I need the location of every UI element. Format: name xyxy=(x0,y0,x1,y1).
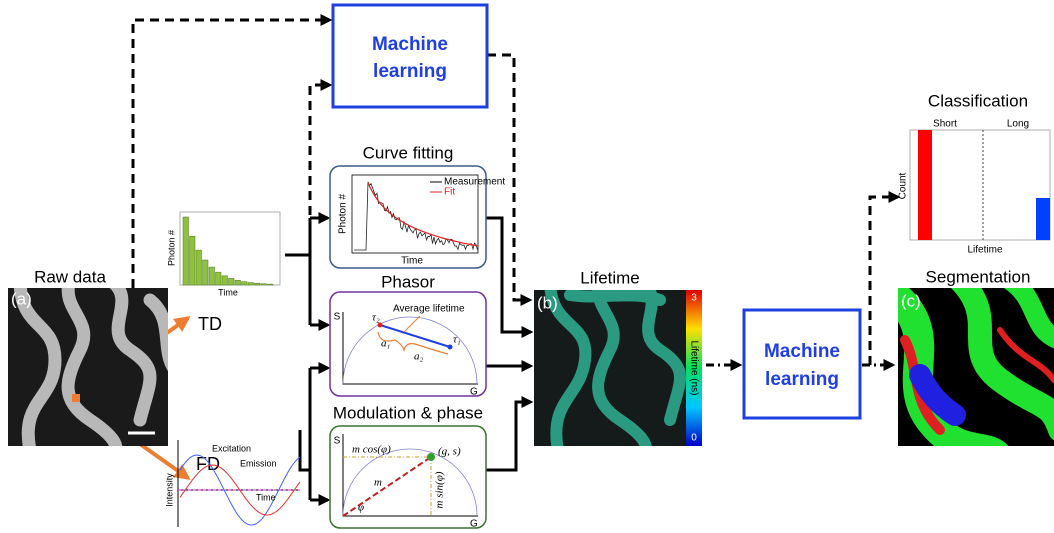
math-label: m sin(φ) xyxy=(434,471,446,508)
class-label: Long xyxy=(1007,119,1029,130)
ml-box: Machine learning xyxy=(744,310,860,418)
title: Raw data xyxy=(34,267,106,286)
box xyxy=(330,426,486,528)
bar xyxy=(1036,198,1050,240)
legend-entry: Fit xyxy=(444,187,455,198)
axis-label: G xyxy=(470,519,478,530)
emission-label: Emission xyxy=(240,458,277,468)
excitation-label: Excitation xyxy=(212,443,251,453)
bars xyxy=(183,217,273,285)
hist-bar xyxy=(222,276,228,285)
hist-bar xyxy=(242,282,248,285)
title: Segmentation xyxy=(926,267,1031,286)
dashed-arrow xyxy=(870,197,898,365)
math-label: τ₂ xyxy=(372,312,380,324)
lifetime-image: Lifetime (b) 3 0 Lifetime (ns) xyxy=(534,268,702,460)
axis-label: S xyxy=(334,312,341,323)
y-label: Intensity xyxy=(164,473,174,507)
math-label: m cos(φ) xyxy=(352,444,391,456)
hist-bar xyxy=(196,250,202,285)
hist-bar xyxy=(209,267,215,285)
axis-label: S xyxy=(334,436,341,447)
td-label: TD xyxy=(198,314,222,334)
hist-bar xyxy=(216,272,222,285)
math-label: a₂ xyxy=(414,351,424,363)
modulation-phase: Modulation & phase S G m cos(φ) (g, s) m… xyxy=(330,403,486,529)
math-label: m xyxy=(374,477,382,489)
curve-fitting: Curve fitting Measurement Fit Photon # T… xyxy=(330,143,505,268)
hist-bar xyxy=(203,260,209,285)
hist-bar xyxy=(255,283,261,285)
point xyxy=(448,345,453,350)
box xyxy=(333,5,487,107)
y-label: Photon # xyxy=(338,194,349,234)
x-label: Lifetime xyxy=(967,245,1002,256)
math-label: τ₁ xyxy=(453,334,461,346)
y-label: Photon # xyxy=(166,230,176,266)
pixel-marker xyxy=(72,394,80,402)
fd-plot: Intensity Excitation Emission Time xyxy=(164,440,300,527)
ml-box: Machine learning xyxy=(333,5,487,107)
y-label: Count xyxy=(898,172,909,199)
x-label: Time xyxy=(218,287,238,297)
hist-bar xyxy=(268,284,274,285)
title: Curve fitting xyxy=(363,143,454,162)
math-label: φ xyxy=(358,502,364,514)
classification: Classification Short Long Count Lifetime xyxy=(898,91,1050,255)
hist-bar xyxy=(190,236,196,285)
title: Lifetime xyxy=(580,268,640,287)
title: Classification xyxy=(928,91,1028,110)
fd-label: FD xyxy=(196,454,220,474)
math-label: (g, s) xyxy=(438,446,461,458)
hist-bar xyxy=(248,283,254,285)
segmentation: Segmentation (c) xyxy=(898,267,1054,460)
hist-bar xyxy=(183,217,189,285)
point xyxy=(427,453,435,461)
panel-label: (a) xyxy=(11,289,32,308)
title: Phasor xyxy=(381,272,435,291)
colorbar-title: Lifetime (ns) xyxy=(688,340,699,395)
panel-label: (b) xyxy=(537,293,558,312)
td-histogram: Photon # Time xyxy=(166,212,280,297)
ml-label: Machine xyxy=(372,34,448,55)
ml-label: learning xyxy=(765,369,839,390)
diagram: Raw data (a) TD FD Photon # Time Intensi… xyxy=(0,0,1054,533)
axis-label: G xyxy=(470,387,478,398)
ml-label: learning xyxy=(373,61,447,82)
title: Modulation & phase xyxy=(333,403,483,422)
panel-label: (c) xyxy=(901,291,921,310)
bar xyxy=(918,130,932,240)
x-label: Time xyxy=(401,256,423,267)
annotation: Average lifetime xyxy=(393,304,465,315)
math-label: a₁ xyxy=(381,338,391,350)
x-label: Time xyxy=(256,492,276,502)
hist-bar xyxy=(261,284,267,285)
arrow xyxy=(486,402,531,470)
tubule xyxy=(570,295,660,300)
dashed-arrow xyxy=(133,20,330,288)
ml-label: Machine xyxy=(764,341,840,362)
arrow xyxy=(486,218,531,332)
hist-bar xyxy=(229,278,235,285)
dashed-arrow xyxy=(310,85,330,230)
colorbar-label: 3 xyxy=(691,293,697,304)
raw-image: Raw data (a) TD FD xyxy=(8,267,222,473)
class-label: Short xyxy=(933,119,957,130)
phasor: Phasor S G Average lifetime τ₂ τ₁ a₁ a₂ xyxy=(330,272,486,397)
line xyxy=(285,218,310,325)
box xyxy=(744,310,860,418)
colorbar-label: 0 xyxy=(691,433,697,444)
hist-bar xyxy=(235,280,241,285)
